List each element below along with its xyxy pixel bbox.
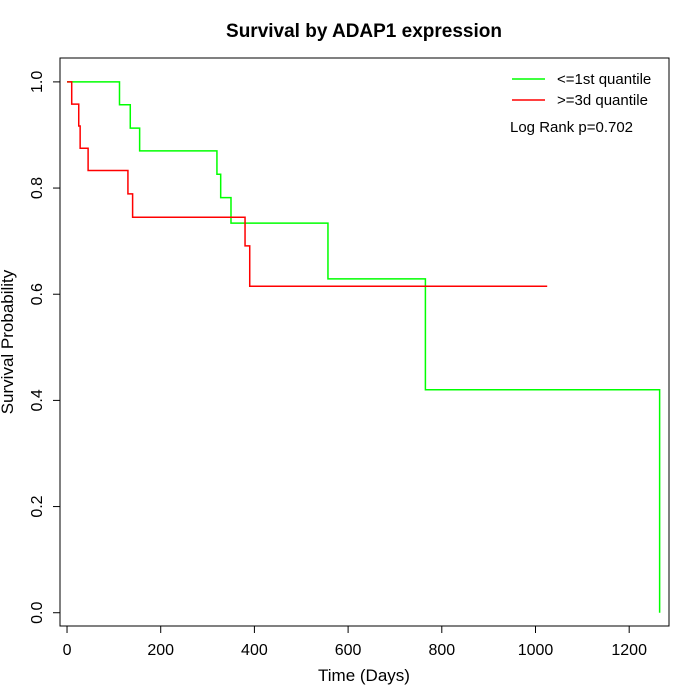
y-tick-label: 0.6 <box>29 283 46 305</box>
x-axis: 0 200 400 600 800 1000 1200 <box>63 625 647 659</box>
x-tick-label: 1200 <box>611 642 647 659</box>
series-layer <box>67 81 661 613</box>
series-line-low-expression <box>67 81 661 613</box>
y-axis: 0.0 0.2 0.4 0.6 0.8 1.0 <box>29 71 61 624</box>
y-tick-label: 0.2 <box>29 495 46 517</box>
y-tick-label: 0.0 <box>29 602 46 624</box>
x-tick-label: 400 <box>241 642 268 659</box>
x-tick-label: 1000 <box>518 642 554 659</box>
legend-label-high: >=3d quantile <box>557 92 648 109</box>
x-tick-label: 200 <box>147 642 174 659</box>
y-tick-label: 0.4 <box>29 389 46 411</box>
series-line-high-expression <box>67 81 548 288</box>
x-tick-label: 600 <box>335 642 362 659</box>
legend: <=1st quantile >=3d quantile Log Rank p=… <box>510 71 651 136</box>
y-axis-label: Survival Probability <box>0 269 17 414</box>
chart-title: Survival by ADAP1 expression <box>226 21 502 42</box>
x-tick-label: 800 <box>428 642 455 659</box>
y-tick-label: 0.8 <box>29 177 46 199</box>
legend-label-low: <=1st quantile <box>557 71 651 88</box>
x-tick-label: 0 <box>63 642 72 659</box>
y-tick-label: 1.0 <box>29 71 46 93</box>
log-rank-annotation: Log Rank p=0.702 <box>510 119 633 136</box>
x-axis-label: Time (Days) <box>318 666 410 685</box>
